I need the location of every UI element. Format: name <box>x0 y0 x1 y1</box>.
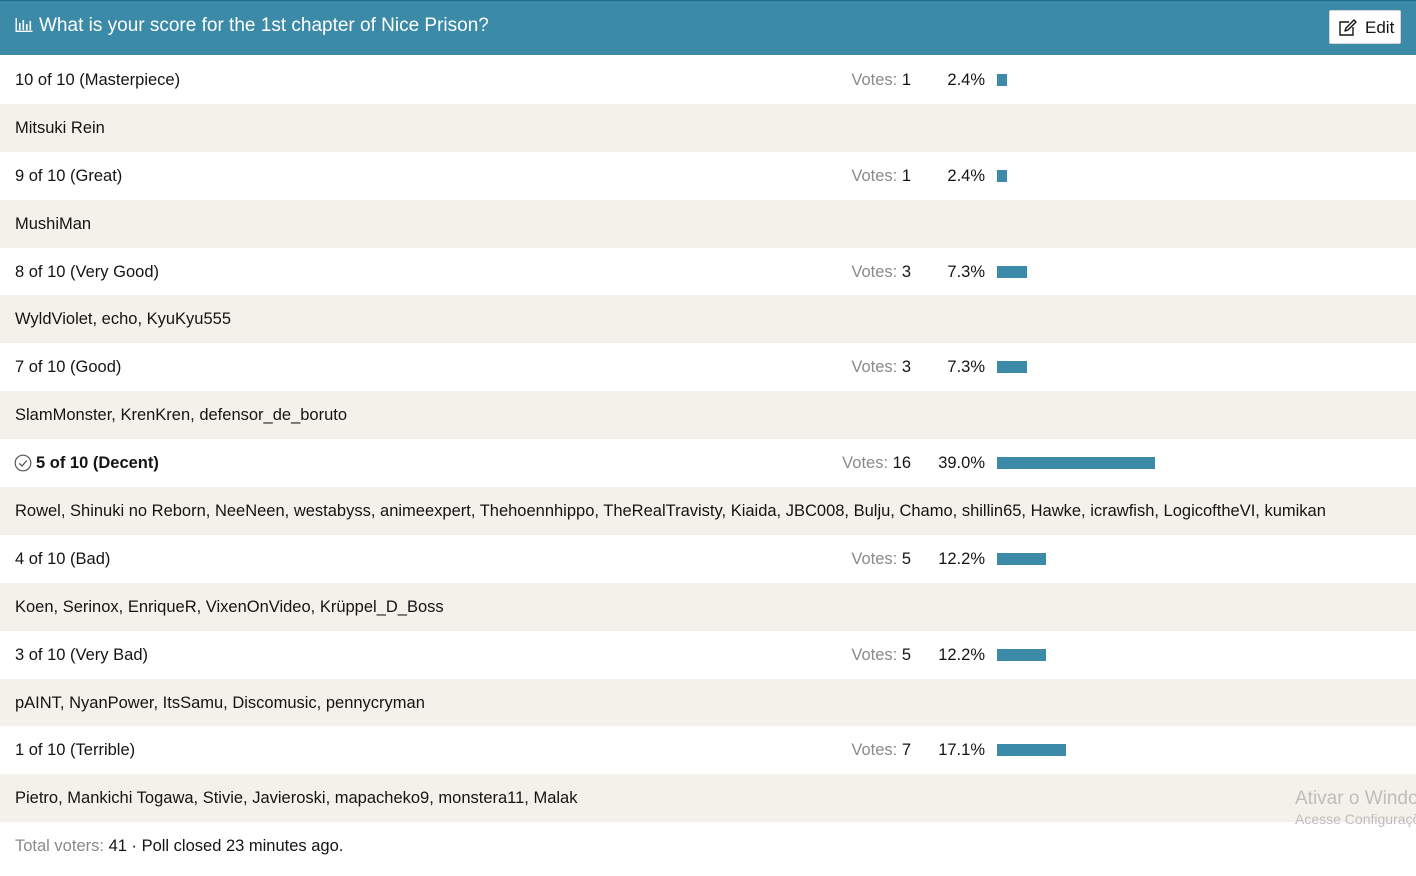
poll-option-row: 7 of 10 (Good) Votes: 3 7.3% <box>0 343 1416 392</box>
voters-row: WyldViolet, echo, KyuKyu555 <box>0 295 1416 344</box>
voters-row: Koen, Serinox, EnriqueR, VixenOnVideo, K… <box>0 582 1416 631</box>
option-votes: Votes: 3 <box>851 262 911 282</box>
votes-count: 3 <box>901 358 911 377</box>
voters-row: Rowel, Shinuki no Reborn, NeeNeen, westa… <box>0 487 1416 535</box>
voters-row: SlamMonster, KrenKren, defensor_de_borut… <box>0 391 1416 440</box>
voters-row: Mitsuki Rein <box>0 103 1416 152</box>
votes-count: 5 <box>901 549 911 568</box>
poll-option-row: 1 of 10 (Terrible) Votes: 7 17.1% <box>0 726 1416 775</box>
option-label: 1 of 10 (Terrible) <box>15 741 136 760</box>
option-votes: Votes: 1 <box>851 70 911 90</box>
check-circle-icon <box>14 454 32 472</box>
option-label: 7 of 10 (Good) <box>15 358 122 377</box>
voters-list: pAINT, NyanPower, ItsSamu, Discomusic, p… <box>15 693 425 712</box>
option-percent: 7.3% <box>947 358 985 377</box>
windows-activation-watermark: Ativar o Windows Acesse Configurações <box>1295 788 1416 828</box>
option-label: 10 of 10 (Masterpiece) <box>15 71 181 89</box>
voters-list: MushiMan <box>15 214 92 233</box>
poll-option-row: 9 of 10 (Great) Votes: 1 2.4% <box>0 151 1416 200</box>
votes-label: Votes: <box>851 166 898 185</box>
voters-list: Pietro, Mankichi Togawa, Stivie, Javiero… <box>15 789 578 808</box>
edit-button-label: Edit <box>1365 18 1395 37</box>
option-label: 4 of 10 (Bad) <box>15 549 111 568</box>
voters-row: Pietro, Mankichi Togawa, Stivie, Javiero… <box>0 774 1416 823</box>
option-votes: Votes: 16 <box>842 453 911 473</box>
option-result-bar <box>997 74 1007 86</box>
voters-row: pAINT, NyanPower, ItsSamu, Discomusic, p… <box>0 678 1416 727</box>
option-label: 5 of 10 (Decent) <box>36 454 159 473</box>
option-votes: Votes: 5 <box>851 549 911 569</box>
total-voters-count: 41 <box>108 837 127 855</box>
option-percent: 17.1% <box>938 741 985 760</box>
votes-label: Votes: <box>851 358 898 377</box>
voters-list: Mitsuki Rein <box>15 118 105 137</box>
option-result-bar <box>997 744 1066 757</box>
option-result-bar <box>997 265 1027 278</box>
poll-option-row: 8 of 10 (Very Good) Votes: 3 7.3% <box>0 247 1416 296</box>
votes-count: 5 <box>901 645 911 664</box>
option-result-bar <box>997 361 1027 374</box>
votes-count: 1 <box>901 71 911 89</box>
option-votes: Votes: 1 <box>851 166 911 186</box>
poll-option-row: 4 of 10 (Bad) Votes: 5 12.2% <box>0 534 1416 583</box>
voters-row: MushiMan <box>0 199 1416 248</box>
poll-option-row: 5 of 10 (Decent) Votes: 16 39.0% <box>0 439 1416 488</box>
votes-label: Votes: <box>851 71 898 89</box>
voters-list: WyldViolet, echo, KyuKyu555 <box>15 310 232 329</box>
option-label: 3 of 10 (Very Bad) <box>15 645 148 664</box>
bar-chart-icon <box>15 18 33 32</box>
voters-list: SlamMonster, KrenKren, defensor_de_borut… <box>15 406 348 425</box>
option-percent: 7.3% <box>947 262 985 281</box>
option-result-bar <box>997 648 1046 661</box>
votes-count: 1 <box>901 166 911 185</box>
votes-count: 3 <box>901 262 911 281</box>
edit-icon <box>1339 19 1357 36</box>
poll-title: What is your score for the 1st chapter o… <box>39 15 489 36</box>
total-voters-label: Total voters: <box>15 837 104 855</box>
option-votes: Votes: 3 <box>851 357 911 377</box>
option-percent: 12.2% <box>938 549 985 568</box>
poll-option-row: 10 of 10 (Masterpiece) Votes: 1 2.4% <box>0 56 1416 104</box>
watermark-line-2: Acesse Configurações <box>1295 811 1416 827</box>
watermark-line-1: Ativar o Windows <box>1295 788 1416 809</box>
voters-list: Koen, Serinox, EnriqueR, VixenOnVideo, K… <box>15 597 444 616</box>
poll-header: What is your score for the 1st chapter o… <box>0 0 1416 55</box>
poll-option-row: 3 of 10 (Very Bad) Votes: 5 12.2% <box>0 630 1416 679</box>
edit-button[interactable]: Edit <box>1329 10 1401 44</box>
option-votes: Votes: 5 <box>851 645 911 665</box>
option-percent: 39.0% <box>938 454 985 473</box>
option-label: 8 of 10 (Very Good) <box>15 262 159 281</box>
option-result-bar <box>997 169 1007 182</box>
votes-label: Votes: <box>851 645 898 664</box>
option-votes: Votes: 7 <box>851 740 911 760</box>
poll-results: 10 of 10 (Masterpiece) Votes: 1 2.4% Mitsuk… <box>0 56 1416 823</box>
votes-label: Votes: <box>851 549 898 568</box>
voters-list: Rowel, Shinuki no Reborn, NeeNeen, westa… <box>15 502 1326 521</box>
option-percent: 12.2% <box>938 645 985 664</box>
votes-count: 16 <box>892 454 911 473</box>
votes-count: 7 <box>901 741 911 760</box>
option-percent: 2.4% <box>947 166 985 185</box>
poll-status: · Poll closed 23 minutes ago. <box>126 837 344 855</box>
option-percent: 2.4% <box>947 71 985 89</box>
votes-label: Votes: <box>842 454 889 473</box>
poll-footer: Total voters: 41 · Poll closed 23 minute… <box>15 836 343 856</box>
option-result-bar <box>997 552 1046 565</box>
option-result-bar <box>997 457 1155 470</box>
votes-label: Votes: <box>851 741 898 760</box>
votes-label: Votes: <box>851 262 898 281</box>
option-label: 9 of 10 (Great) <box>15 166 123 185</box>
